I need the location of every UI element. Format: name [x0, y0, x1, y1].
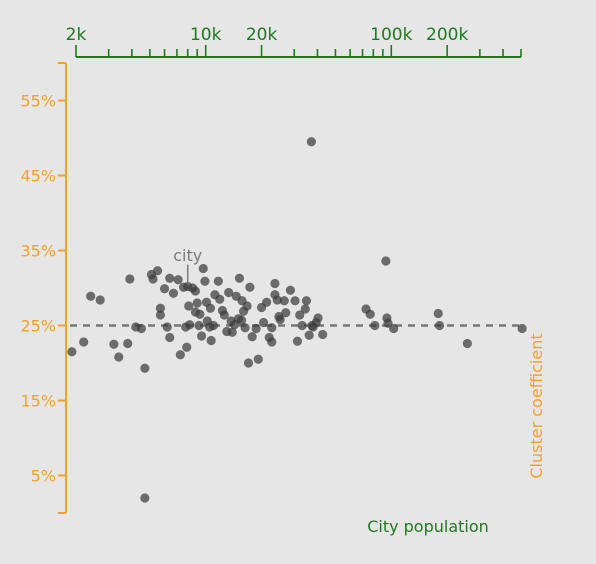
x-tick-label: 2k — [66, 25, 87, 45]
data-point — [198, 263, 208, 274]
data-point — [123, 338, 133, 349]
data-point — [148, 274, 158, 284]
data-point — [194, 320, 204, 331]
data-point — [270, 278, 280, 289]
y-axis-title: Cluster coefficient — [527, 333, 546, 478]
data-point — [219, 310, 229, 320]
data-point — [208, 320, 218, 331]
data-point — [213, 276, 223, 286]
data-point — [304, 330, 314, 340]
data-point — [242, 301, 252, 311]
y-tick-label: 15% — [20, 392, 56, 411]
data-point — [292, 336, 303, 346]
x-tick-label: 100k — [370, 25, 412, 45]
data-point — [295, 310, 305, 320]
data-point — [224, 287, 234, 298]
data-point — [245, 282, 255, 292]
y-tick-label: 55% — [20, 92, 56, 111]
data-point — [86, 291, 96, 301]
annotation-layer: city — [173, 246, 202, 283]
data-point — [175, 350, 185, 360]
data-point — [109, 339, 119, 349]
data-point — [258, 317, 269, 328]
data-point — [300, 304, 310, 314]
data-point — [279, 296, 289, 306]
data-point — [234, 273, 245, 283]
data-point — [196, 331, 207, 341]
data-point — [433, 308, 443, 319]
y-tick-label: 45% — [20, 167, 56, 186]
data-point — [136, 323, 146, 334]
data-point — [185, 320, 195, 330]
data-point — [247, 332, 257, 342]
data-point — [215, 294, 225, 304]
data-point — [140, 363, 150, 373]
data-points — [67, 137, 527, 503]
data-point — [206, 335, 216, 346]
data-point — [195, 309, 205, 319]
data-point — [165, 273, 175, 283]
data-point — [262, 297, 272, 307]
data-point — [243, 358, 254, 368]
data-point — [140, 493, 150, 503]
x-axis: 2k 10k 20k 100k 200k — [66, 25, 522, 58]
data-point — [200, 276, 210, 286]
data-point — [159, 284, 170, 294]
data-point — [272, 295, 282, 305]
data-point — [281, 308, 291, 318]
data-point — [205, 303, 216, 313]
data-point — [290, 296, 300, 306]
data-point — [297, 320, 307, 331]
data-point — [253, 354, 263, 364]
data-point — [227, 327, 237, 337]
data-point — [370, 320, 380, 331]
data-point — [155, 310, 166, 320]
data-point — [251, 323, 261, 334]
data-point — [318, 329, 328, 340]
data-point — [306, 137, 316, 147]
data-point — [173, 275, 183, 285]
x-axis-title: City population — [367, 517, 489, 536]
data-point — [517, 323, 527, 334]
y-tick-label: 5% — [31, 467, 56, 486]
data-point — [155, 303, 166, 313]
data-point — [125, 274, 135, 284]
data-point — [114, 352, 124, 362]
data-point — [313, 313, 323, 323]
data-point — [152, 266, 163, 276]
data-point — [365, 309, 375, 319]
data-point — [182, 342, 192, 352]
data-point — [162, 322, 172, 332]
annotation-label: city — [173, 246, 202, 265]
data-point — [165, 332, 175, 343]
x-tick-label: 20k — [246, 25, 278, 45]
data-point — [79, 337, 89, 347]
x-tick-label: 10k — [190, 25, 222, 45]
data-point — [95, 295, 105, 305]
data-point — [285, 285, 296, 295]
data-point — [67, 347, 77, 357]
data-point — [184, 301, 194, 311]
data-point — [275, 314, 285, 325]
data-point — [301, 296, 312, 306]
data-point — [168, 288, 179, 298]
data-point — [381, 256, 391, 266]
y-tick-label: 35% — [20, 242, 56, 261]
data-point — [434, 320, 445, 331]
x-tick-label: 200k — [426, 25, 468, 45]
data-point — [462, 338, 472, 349]
data-point — [267, 323, 277, 333]
data-point — [190, 286, 201, 296]
data-point — [192, 298, 202, 308]
data-point — [267, 337, 277, 347]
y-axis: 5% 15% 25% 35% 45% 55% — [20, 62, 67, 514]
data-point — [236, 315, 247, 325]
y-tick-label: 25% — [20, 317, 56, 336]
data-point — [240, 323, 250, 333]
data-point — [389, 323, 399, 334]
